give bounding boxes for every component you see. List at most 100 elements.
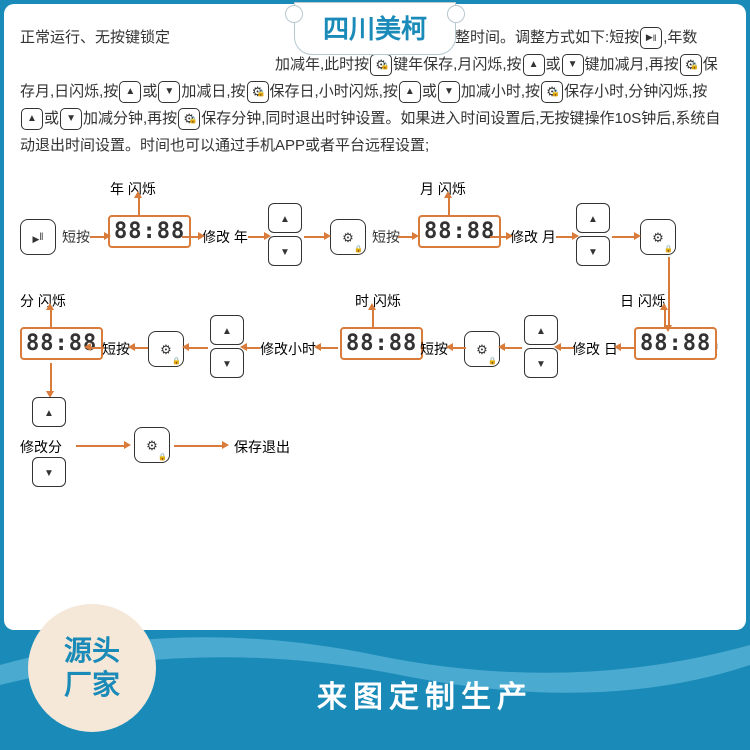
up-button[interactable] [32, 397, 66, 427]
gear-press-month: 🔒 短按 [330, 219, 400, 255]
short-press-label: 短按 [102, 339, 130, 359]
gear-icon: 🔒 [178, 108, 200, 130]
desc-seg: 保存小时,分钟闪烁,按 [564, 83, 707, 100]
up-arrow-icon [21, 108, 43, 130]
arrow-line [664, 309, 666, 327]
desc-seg: 键年保存,月闪烁,按 [393, 56, 521, 73]
start-node: ‖ 短按 [20, 219, 90, 255]
up-arrow-icon [523, 54, 545, 76]
desc-seg: 加减日,按 [181, 83, 245, 100]
up-down-stack [268, 203, 302, 266]
gear-button[interactable]: 🔒 [640, 219, 676, 255]
desc-seg: 键加减月,再按 [585, 56, 679, 73]
short-press-label: 短按 [420, 339, 448, 359]
desc-seg: 或 [546, 56, 561, 73]
up-down-stack [32, 397, 66, 427]
play-pause-icon: ‖ [640, 27, 662, 49]
short-press-label: 短按 [62, 227, 90, 247]
source-badge: 源头 厂家 [28, 604, 156, 732]
gear-icon: 🔒 [247, 81, 269, 103]
gear-day: 🔒 [640, 219, 676, 255]
arrow-line [448, 197, 450, 215]
mod-min-label: 修改分 [20, 437, 62, 457]
arrow-line [188, 347, 208, 349]
desc-seg: ,年数 [663, 29, 697, 46]
arrow-line [504, 347, 522, 349]
down-button[interactable] [268, 236, 302, 266]
down-arrow-icon [158, 81, 180, 103]
desc-seg: 或 [142, 83, 157, 100]
up-button[interactable] [210, 315, 244, 345]
down-arrow-icon [562, 54, 584, 76]
up-arrow-icon [399, 81, 421, 103]
display-month: 88:88 [418, 215, 501, 248]
desc-seg: 或 [422, 83, 437, 100]
arrow-head [222, 441, 229, 449]
flow-diagram: 年 闪烁 月 闪烁 ‖ 短按 88:88 修改 年 🔒 短按 88:88 修改 … [20, 179, 730, 539]
down-arrow-icon [60, 108, 82, 130]
gear-button[interactable]: 🔒 [134, 427, 170, 463]
down-arrow-icon [438, 81, 460, 103]
gear-button[interactable]: 🔒 [464, 331, 500, 367]
down-button[interactable] [576, 236, 610, 266]
digit-display: 88:88 [634, 327, 717, 360]
arrow-line [304, 236, 326, 238]
up-down-stack [576, 203, 610, 266]
desc-seg: 正常运行、无按键锁定 [20, 29, 170, 46]
arrow-head [444, 191, 452, 198]
desc-seg: 方式如下:短按 [545, 29, 639, 46]
arrow-line [138, 197, 140, 215]
digit-display: 88:88 [340, 327, 423, 360]
gear-hour: 🔒 [464, 331, 500, 367]
up-button[interactable] [524, 315, 558, 345]
arrow-head [46, 303, 54, 310]
year-flash-label: 年 闪烁 [110, 179, 156, 199]
up-button[interactable] [576, 203, 610, 233]
arrow-head [324, 232, 331, 240]
play-button[interactable]: ‖ [20, 219, 56, 255]
down-button[interactable] [210, 348, 244, 378]
mod-day-label: 修改 日 [572, 339, 618, 359]
gear-icon: 🔒 [370, 54, 392, 76]
gear-button[interactable]: 🔒 [330, 219, 366, 255]
down-button[interactable] [524, 348, 558, 378]
arrow-head [660, 303, 668, 310]
mod-hour-label: 修改小时 [260, 339, 316, 359]
down-stack [32, 457, 66, 487]
gear-icon: 🔒 [541, 81, 563, 103]
arrow-head [506, 232, 513, 240]
arrow-head [240, 343, 247, 351]
day-flash-label: 日 闪烁 [620, 291, 666, 311]
arrow-head [128, 343, 135, 351]
arrow-head [124, 441, 131, 449]
arrow-line [320, 347, 338, 349]
arrow-line [620, 347, 634, 349]
desc-seg: 或 [44, 110, 59, 127]
arrow-line [372, 309, 374, 327]
desc-seg: 加减小时,按 [461, 83, 540, 100]
month-flash-label: 月 闪烁 [420, 179, 466, 199]
arrow-line [246, 347, 260, 349]
arrow-head [572, 232, 579, 240]
arrow-head [614, 343, 621, 351]
gear-button[interactable]: 🔒 [148, 331, 184, 367]
display-hour: 88:88 [340, 327, 423, 360]
arrow-head [554, 343, 561, 351]
short-press-label: 短按 [372, 227, 400, 247]
hour-flash-label: 时 闪烁 [355, 291, 401, 311]
up-button[interactable] [268, 203, 302, 233]
gear-icon: 🔒 [680, 54, 702, 76]
arrow-line [90, 347, 104, 349]
display-day: 88:88 [634, 327, 717, 360]
display-year: 88:88 [108, 215, 191, 248]
up-arrow-icon [119, 81, 141, 103]
arrow-head [198, 232, 205, 240]
arrow-head [314, 343, 321, 351]
arrow-head [84, 343, 91, 351]
digit-display: 88:88 [418, 215, 501, 248]
arrow-line [50, 309, 52, 327]
arrow-head [264, 232, 271, 240]
arrow-head [134, 191, 142, 198]
arrow-head [634, 232, 641, 240]
down-button[interactable] [32, 457, 66, 487]
